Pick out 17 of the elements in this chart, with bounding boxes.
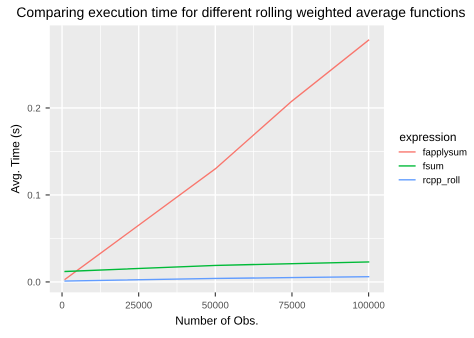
line-series xyxy=(64,261,370,272)
legend-label: fapplysum xyxy=(422,148,466,158)
legend-title: expression xyxy=(400,132,456,144)
x-axis-title: Number of Obs. xyxy=(176,316,258,325)
y-tick-label: 0.1 xyxy=(28,192,40,199)
x-tick-label: 50000 xyxy=(202,302,228,309)
x-tick-label: 0 xyxy=(60,302,64,309)
x-tick-label: 75000 xyxy=(278,302,306,309)
y-tick-label: 0.2 xyxy=(28,104,40,112)
y-tick-label: 0.0 xyxy=(28,278,40,286)
x-tick-label: 25000 xyxy=(126,302,152,309)
legend-label: fsum xyxy=(422,162,444,170)
y-axis-title: Avg. Time (s) xyxy=(10,124,22,194)
x-tick-label: 100000 xyxy=(353,302,384,309)
legend-label: rcpp_roll xyxy=(423,176,460,186)
chart-title: Comparing execution time for different rolling weighted average functions xyxy=(17,6,465,20)
line-series xyxy=(64,39,370,280)
